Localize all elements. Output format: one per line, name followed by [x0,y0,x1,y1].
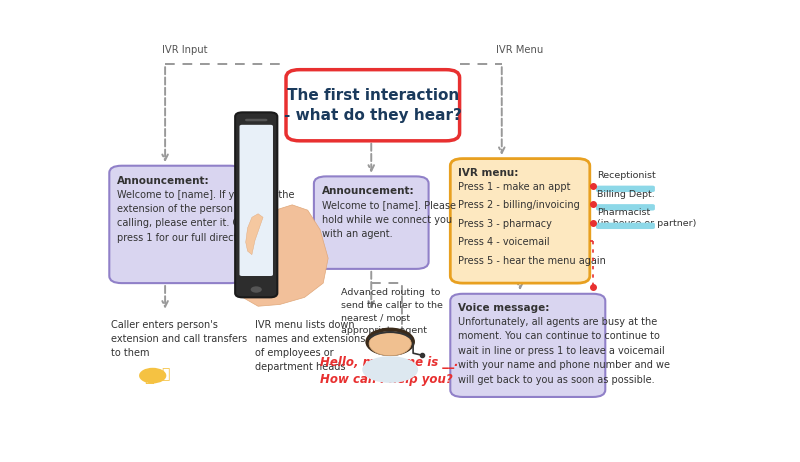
Text: IVR Input: IVR Input [162,45,207,55]
Text: Voice message:: Voice message: [458,303,550,313]
Text: Welcome to [name]. If you know the
extension of the person you are
calling, plea: Welcome to [name]. If you know the exten… [118,189,295,243]
Text: Receptionist: Receptionist [598,171,656,180]
Text: IVR Menu: IVR Menu [495,45,543,55]
FancyBboxPatch shape [450,294,606,397]
FancyBboxPatch shape [314,176,429,269]
Text: Caller enters person's
extension and call transfers
to them: Caller enters person's extension and cal… [110,321,246,359]
Text: The first interaction
- what do they hear?: The first interaction - what do they hea… [284,87,462,123]
Circle shape [139,368,166,383]
Circle shape [369,332,411,356]
Ellipse shape [362,356,418,383]
Text: Press 5 - hear the menu again: Press 5 - hear the menu again [458,256,606,266]
Text: Pharmacist: Pharmacist [598,208,650,217]
FancyBboxPatch shape [110,166,242,283]
Text: Unfortunately, all agents are busy at the
moment. You can continue to continue t: Unfortunately, all agents are busy at th… [458,317,670,384]
Text: Press 2 - billing/invoicing: Press 2 - billing/invoicing [458,200,580,210]
FancyBboxPatch shape [596,204,655,211]
Text: Announcement:: Announcement: [322,186,414,196]
Text: IVR menu lists down
names and extensions
of employees or
department heads: IVR menu lists down names and extensions… [255,321,366,372]
Text: 💬: 💬 [161,367,170,381]
Text: Welcome to [name]. Please
hold while we connect you
with an agent.: Welcome to [name]. Please hold while we … [322,200,456,239]
Text: Hello, my name is __.
How can I help you?: Hello, my name is __. How can I help you… [320,356,458,386]
Text: 📞: 📞 [145,367,154,384]
Circle shape [250,286,262,293]
FancyBboxPatch shape [596,223,655,229]
Polygon shape [242,205,328,306]
Circle shape [366,328,415,356]
Text: Press 3 - pharmacy: Press 3 - pharmacy [458,219,552,229]
FancyBboxPatch shape [239,125,273,276]
Text: Press 1 - make an appt: Press 1 - make an appt [458,182,571,192]
Text: Billing Dept.: Billing Dept. [598,189,655,199]
FancyBboxPatch shape [245,119,267,121]
Text: Advanced routing  to
send the caller to the
nearest / most
appropriate agent: Advanced routing to send the caller to t… [341,288,442,335]
FancyBboxPatch shape [596,186,655,192]
Text: Press 4 - voicemail: Press 4 - voicemail [458,237,550,247]
Text: (in-house or partner): (in-house or partner) [598,219,697,228]
Text: Announcement:: Announcement: [118,176,210,186]
FancyBboxPatch shape [235,112,278,298]
Text: IVR menu:: IVR menu: [458,168,518,178]
Polygon shape [246,214,263,255]
FancyBboxPatch shape [286,70,459,141]
FancyBboxPatch shape [450,158,590,283]
